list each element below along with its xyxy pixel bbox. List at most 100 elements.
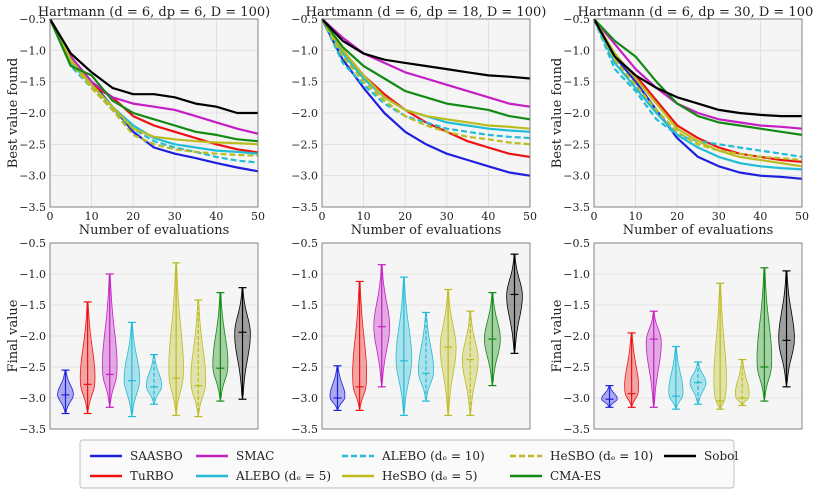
x-tick-label: 30 xyxy=(168,210,182,223)
y-tick-label: −2.5 xyxy=(563,138,590,151)
y-tick-label: −1.0 xyxy=(291,268,318,281)
y-tick-label: −3.5 xyxy=(563,423,590,436)
x-axis-label: Number of evaluations xyxy=(79,223,230,238)
y-tick-label: −3.5 xyxy=(19,201,46,214)
y-tick-label: −2.5 xyxy=(19,138,46,151)
series-line-saasbo xyxy=(593,18,803,180)
series-line-smac xyxy=(593,18,803,130)
x-tick-label: 0 xyxy=(47,210,54,223)
y-tick-label: −0.5 xyxy=(19,237,46,250)
y-tick-label: −1.5 xyxy=(19,299,46,312)
series-line-alebo_10 xyxy=(48,18,259,164)
x-tick-label: 20 xyxy=(398,210,412,223)
y-tick-label: −2.0 xyxy=(563,107,590,120)
y-tick-label: −2.5 xyxy=(563,361,590,374)
y-tick-label: −0.5 xyxy=(291,237,318,250)
series-line-alebo_5 xyxy=(593,18,803,171)
plot-frame xyxy=(49,242,259,430)
series-line-hesbo_10 xyxy=(321,18,531,146)
series-line-sobol xyxy=(593,18,802,118)
y-tick-label: −1.5 xyxy=(291,299,318,312)
y-tick-label: −1.0 xyxy=(19,44,46,57)
series-line-cma-es xyxy=(593,18,803,136)
y-tick-label: −1.0 xyxy=(19,268,46,281)
legend-label-hesbo_10: HeSBO (dₑ = 10) xyxy=(550,449,653,463)
y-tick-label: −1.5 xyxy=(563,76,590,89)
y-tick-label: −1.0 xyxy=(563,44,590,57)
x-axis-label: Number of evaluations xyxy=(623,223,774,238)
series-line-alebo_10 xyxy=(321,18,531,140)
y-tick-label: −3.0 xyxy=(19,170,46,183)
y-tick-label: −2.5 xyxy=(19,361,46,374)
x-tick-label: 40 xyxy=(481,210,495,223)
subplot-1-2: −0.5 −1.0 −1.5 −2.0 −2.5 −3.0 −3.5 Final value xyxy=(550,237,803,436)
chart-title: Hartmann (d = 6, dp = 18, D = 100) xyxy=(306,5,547,20)
plot-frame xyxy=(49,18,259,208)
series-line-saasbo xyxy=(321,18,531,177)
series-line-cma-es xyxy=(321,18,531,121)
y-axis-label: Best value found xyxy=(550,58,565,168)
x-tick-label: 0 xyxy=(319,210,326,223)
y-tick-label: −3.0 xyxy=(563,392,590,405)
subplot-0-2: −0.5 −1.0 −1.5 −2.0 −2.5 −3.0 −3.50 10 20 30 40 50 H… xyxy=(550,5,814,238)
subplot-1-1: −0.5 −1.0 −1.5 −2.0 −2.5 −3.0 −3.5 xyxy=(291,237,531,436)
x-tick-label: 50 xyxy=(523,210,537,223)
x-tick-label: 20 xyxy=(670,210,684,223)
legend-label-smac: SMAC xyxy=(236,449,274,463)
subplot-0-0: −0.5 −1.0 −1.5 −2.0 −2.5 −3.0 −3.50 10 20 30 40 50 H… xyxy=(6,5,270,238)
legend-label-sobol: Sobol xyxy=(704,449,738,463)
legend-label-cma-es: CMA-ES xyxy=(550,469,601,483)
plot-frame xyxy=(593,18,803,208)
series-line-hesbo_10 xyxy=(593,18,803,162)
legend: SAASBO TuRBO SMAC ALEBO (dₑ = 5) ALEBO (dₑ =… xyxy=(79,439,738,489)
legend-label-turbo: TuRBO xyxy=(130,469,174,483)
x-axis-label: Number of evaluations xyxy=(351,223,502,238)
legend-label-alebo_10: ALEBO (dₑ = 10) xyxy=(381,449,485,463)
x-tick-label: 0 xyxy=(591,210,598,223)
chart-title: Hartmann (d = 6, dp = 6, D = 100) xyxy=(38,5,270,20)
y-tick-label: −2.0 xyxy=(563,330,590,343)
y-axis-label: Best value found xyxy=(6,58,21,168)
x-tick-label: 30 xyxy=(440,210,454,223)
plot-frame xyxy=(321,18,531,208)
y-tick-label: −2.0 xyxy=(19,330,46,343)
x-tick-label: 20 xyxy=(126,210,140,223)
y-axis-label: Final value xyxy=(6,299,21,372)
legend-label-saasbo: SAASBO xyxy=(130,449,183,463)
y-tick-label: −0.5 xyxy=(563,237,590,250)
x-tick-label: 10 xyxy=(629,210,643,223)
subplot-0-1: −0.5 −1.0 −1.5 −2.0 −2.5 −3.0 −3.50 10 20 30 40 50 H… xyxy=(291,5,546,238)
y-tick-label: −3.0 xyxy=(563,170,590,183)
series-line-sobol xyxy=(49,18,258,115)
subplot-1-0: −0.5 −1.0 −1.5 −2.0 −2.5 −3.0 −3.5 Final value xyxy=(6,237,259,436)
y-tick-label: −0.5 xyxy=(563,13,590,26)
y-tick-label: −3.0 xyxy=(291,170,318,183)
y-tick-label: −1.5 xyxy=(19,76,46,89)
y-axis-label: Final value xyxy=(550,299,565,372)
plot-frame xyxy=(593,242,803,430)
x-tick-label: 40 xyxy=(209,210,223,223)
y-tick-label: −2.0 xyxy=(291,107,318,120)
legend-label-hesbo_5: HeSBO (dₑ = 5) xyxy=(382,469,478,483)
series-line-sobol xyxy=(321,18,531,80)
series-line-hesbo_5 xyxy=(49,18,259,146)
plot-frame xyxy=(321,242,531,430)
series-line-cma-es xyxy=(48,18,259,143)
y-tick-label: −0.5 xyxy=(19,13,46,26)
y-tick-label: −2.5 xyxy=(291,361,318,374)
x-tick-label: 50 xyxy=(795,210,809,223)
y-tick-label: −3.5 xyxy=(19,423,46,436)
x-tick-label: 10 xyxy=(357,210,371,223)
y-tick-label: −2.0 xyxy=(291,330,318,343)
y-tick-label: −1.5 xyxy=(291,76,318,89)
chart-title: Hartmann (d = 6, dp = 30, D = 100) xyxy=(578,5,814,20)
y-tick-label: −3.5 xyxy=(563,201,590,214)
x-tick-label: 40 xyxy=(753,210,767,223)
y-tick-label: −1.0 xyxy=(291,44,318,57)
y-tick-label: −2.0 xyxy=(19,107,46,120)
x-tick-label: 30 xyxy=(712,210,726,223)
series-line-hesbo_5 xyxy=(321,18,531,130)
y-tick-label: −1.5 xyxy=(563,299,590,312)
y-tick-label: −3.5 xyxy=(291,201,318,214)
